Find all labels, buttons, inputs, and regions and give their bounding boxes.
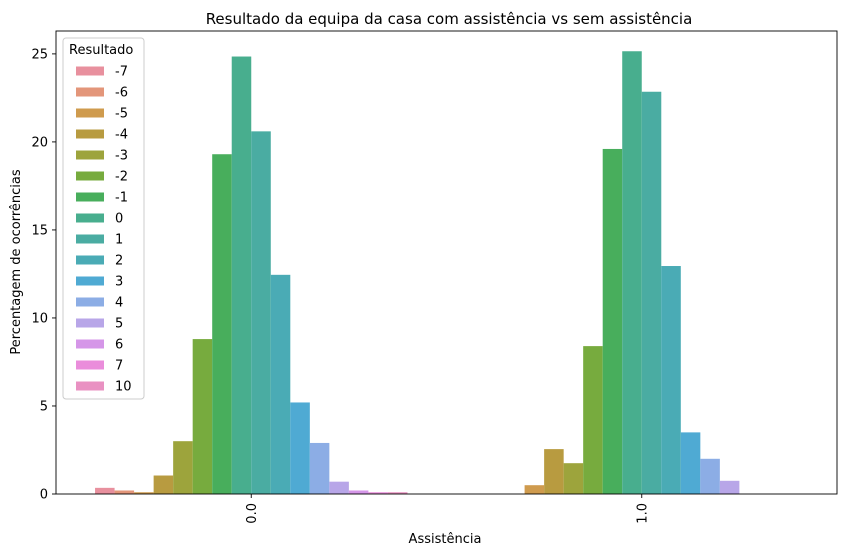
bar-0.0-3 xyxy=(290,402,310,494)
legend-label: 7 xyxy=(115,359,123,374)
bar-1.0-1 xyxy=(641,91,662,495)
legend-label: 5 xyxy=(115,317,123,332)
y-tick-label: 20 xyxy=(31,135,48,150)
legend-swatch xyxy=(76,192,104,202)
y-tick-label: 5 xyxy=(40,399,48,414)
legend-label: -6 xyxy=(115,86,128,101)
y-tick-label: 25 xyxy=(31,47,48,62)
x-tick-label: 1.0 xyxy=(635,503,650,524)
legend-swatch xyxy=(76,255,104,265)
x-tick-label: 0.0 xyxy=(245,503,260,524)
legend-swatch xyxy=(76,129,104,139)
bar-1.0-0 xyxy=(622,51,642,494)
legend-swatch xyxy=(76,150,104,160)
bar-0.0--7 xyxy=(95,487,115,494)
y-axis-label: Percentagem de ocorrências xyxy=(9,169,24,355)
legend-label: -2 xyxy=(115,170,128,185)
legend-swatch xyxy=(76,339,104,349)
bar-1.0-4 xyxy=(700,458,720,494)
legend-swatch xyxy=(76,213,104,223)
legend-label: -7 xyxy=(115,65,128,80)
legend-label: 0 xyxy=(115,212,123,227)
bar-0.0-0 xyxy=(231,56,252,494)
bar-1.0--1 xyxy=(602,148,623,494)
bar-0.0--4 xyxy=(153,475,174,494)
legend-label: -1 xyxy=(115,191,128,206)
legend-label: 2 xyxy=(115,254,123,269)
legend-swatch xyxy=(76,108,104,118)
y-tick-label: 0 xyxy=(40,488,48,503)
y-tick-label: 15 xyxy=(31,223,48,238)
bar-0.0-1 xyxy=(251,131,271,494)
bar-0.0--6 xyxy=(114,490,135,494)
legend-label: -3 xyxy=(115,149,128,164)
legend-label: -5 xyxy=(115,107,128,122)
y-tick-label: 10 xyxy=(31,311,48,326)
legend: Resultado -7 -6 -5 -4 -3 -2 -1 0 1 2 3 4 5 6 7 10 xyxy=(62,37,145,400)
bar-1.0--3 xyxy=(563,463,584,494)
chart-title: Resultado da equipa da casa com assistên… xyxy=(206,10,693,28)
bar-1.0--2 xyxy=(583,346,603,494)
bar-0.0-4 xyxy=(309,442,330,494)
bar-0.0-5 xyxy=(329,481,349,494)
bars-group xyxy=(95,51,740,495)
plot-frame xyxy=(55,30,838,495)
legend-swatch xyxy=(76,171,104,181)
legend-title: Resultado xyxy=(69,43,133,58)
bar-0.0--2 xyxy=(192,339,213,494)
bar-0.0-6 xyxy=(348,490,369,494)
legend-swatch xyxy=(76,234,104,244)
legend-swatch xyxy=(76,360,104,370)
x-axis: 0.0 1.0 xyxy=(245,494,650,524)
bar-1.0--5 xyxy=(524,485,545,494)
legend-label: 10 xyxy=(115,380,132,395)
legend-label: 3 xyxy=(115,275,123,290)
bar-0.0--1 xyxy=(212,154,232,495)
legend-label: 6 xyxy=(115,338,123,353)
legend-label: -4 xyxy=(115,128,128,143)
legend-label: 1 xyxy=(115,233,123,248)
bar-1.0--4 xyxy=(544,449,564,494)
legend-swatch xyxy=(76,318,104,328)
bar-1.0-2 xyxy=(661,266,681,494)
x-axis-label: Assistência xyxy=(409,532,482,547)
bar-0.0--5 xyxy=(134,492,154,494)
bar-0.0--3 xyxy=(173,441,193,494)
bar-0.0-7 xyxy=(368,492,388,494)
bar-1.0-3 xyxy=(680,432,701,494)
bar-1.0-5 xyxy=(719,480,740,494)
bar-0.0-10 xyxy=(387,492,408,494)
legend-label: 4 xyxy=(115,296,123,311)
bar-0.0-2 xyxy=(270,274,291,494)
legend-swatch xyxy=(76,87,104,97)
legend-swatch xyxy=(76,297,104,307)
legend-swatch xyxy=(76,276,104,286)
legend-swatch xyxy=(76,66,104,76)
y-axis: 0 5 10 15 20 25 xyxy=(31,47,56,503)
legend-swatch xyxy=(76,381,104,391)
